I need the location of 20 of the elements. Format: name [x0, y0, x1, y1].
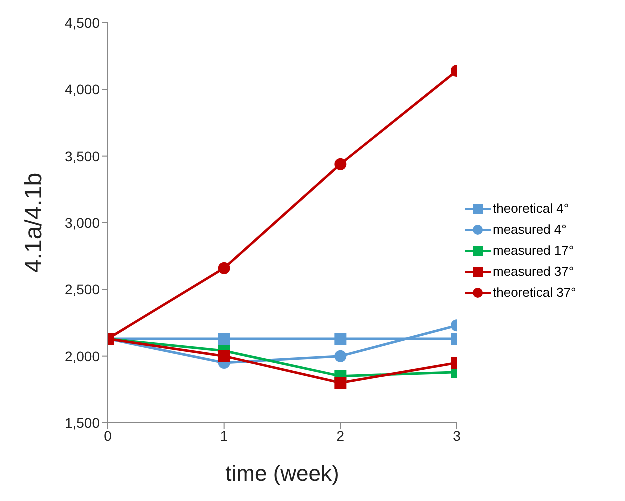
y-tick-label: 3,000 — [64, 214, 100, 231]
legend-label: measured 17° — [493, 243, 574, 258]
y-axis-title: 4.1a/4.1b — [20, 172, 48, 274]
y-tick-label: 2,500 — [64, 282, 100, 298]
x-tick-label: 0 — [104, 428, 112, 444]
x-tick-label: 1 — [220, 428, 228, 444]
point — [218, 333, 230, 345]
point — [218, 262, 230, 274]
x-tick-label: 2 — [336, 428, 345, 444]
x-axis-title: time (week) — [226, 461, 340, 486]
y-tick-label: 1,500 — [64, 414, 100, 431]
x-tick-label: 3 — [453, 428, 462, 444]
y-tick-label: 3,500 — [64, 148, 100, 164]
legend-label: theoretical 4° — [493, 201, 570, 216]
y-tick-label: 4,000 — [64, 82, 100, 98]
y-tick-label: 2,000 — [64, 348, 100, 364]
legend-label: theoretical 37° — [493, 285, 576, 300]
y-tick-label: 4,500 — [64, 14, 100, 31]
legend-label: measured 4° — [493, 222, 567, 237]
legend-label: measured 37° — [493, 264, 574, 279]
